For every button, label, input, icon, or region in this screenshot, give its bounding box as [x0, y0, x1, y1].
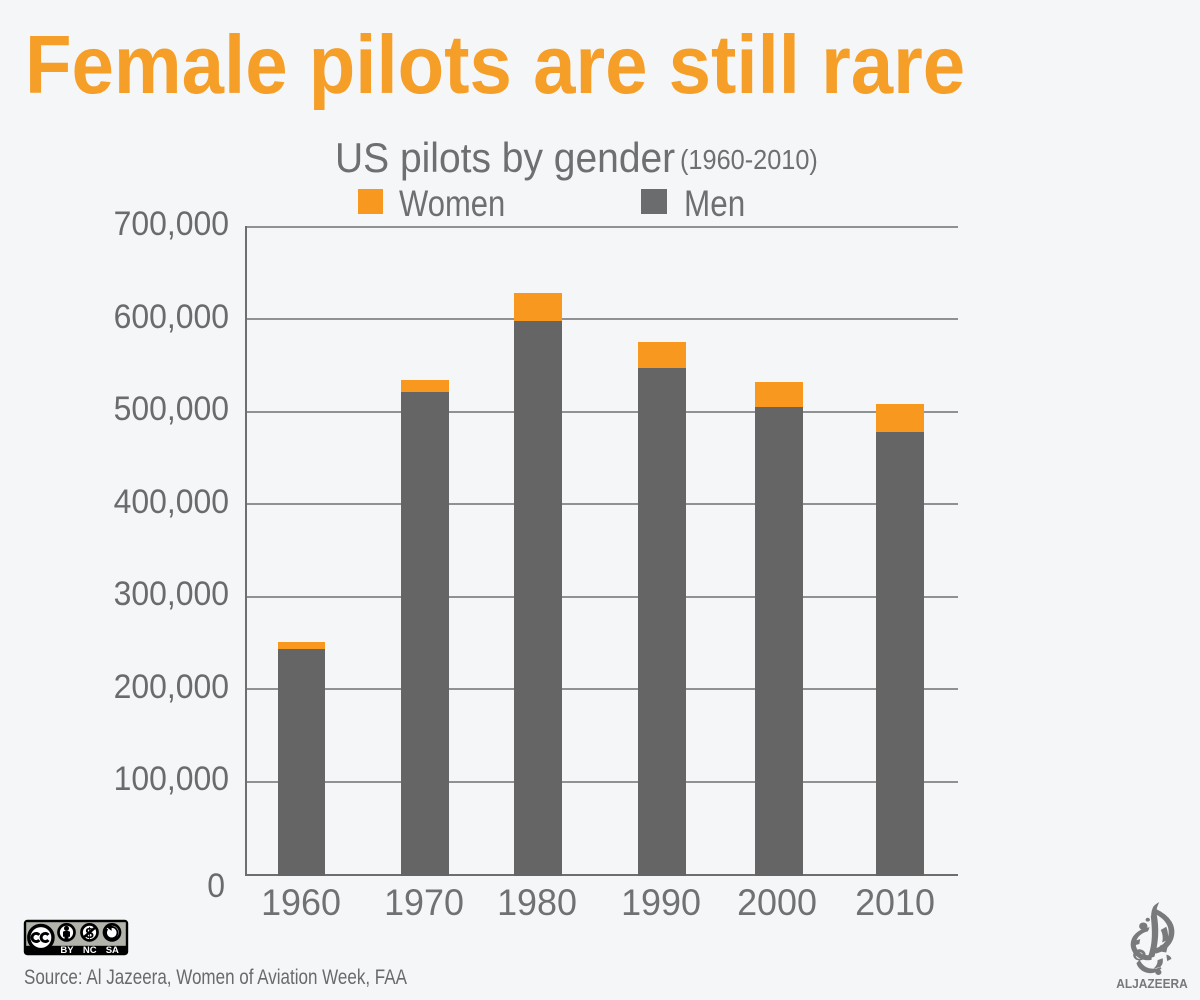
svg-text:BY: BY: [60, 945, 74, 956]
svg-text:ALJAZEERA: ALJAZEERA: [1116, 976, 1188, 991]
svg-text:SA: SA: [106, 945, 119, 956]
svg-text:NC: NC: [83, 945, 97, 956]
